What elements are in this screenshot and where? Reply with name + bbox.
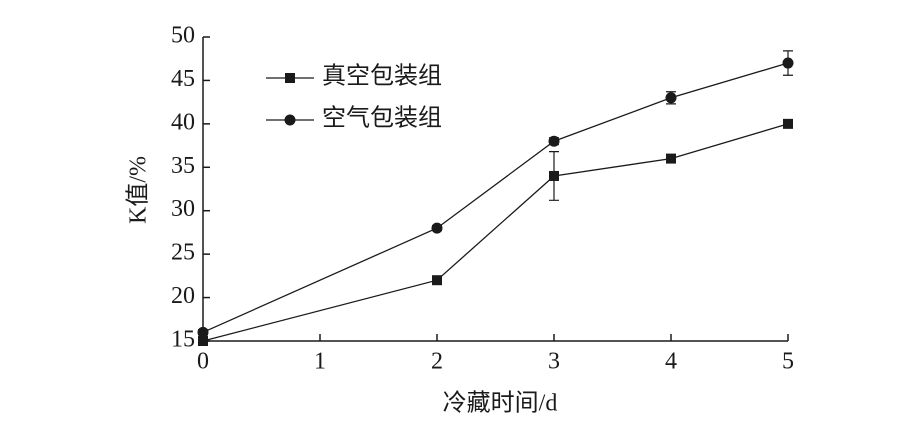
data-point: [432, 275, 442, 286]
x-tick-label: 3: [548, 349, 560, 375]
y-tick-label: 15: [171, 327, 195, 353]
series-line: [202, 123, 789, 342]
x-tick-label: 5: [782, 349, 794, 375]
data-point: [783, 118, 793, 129]
y-tick-label: 25: [171, 240, 195, 266]
data-point: [665, 92, 677, 104]
series-line: [202, 62, 789, 333]
data-point: [548, 135, 560, 147]
x-axis-label: 冷藏时间/d: [443, 390, 558, 417]
data-point: [782, 57, 794, 69]
data-point: [198, 336, 208, 346]
data-point: [197, 326, 209, 338]
y-tick-label: 30: [171, 196, 195, 222]
x-tick-label: 0: [197, 349, 209, 375]
y-tick-label: 45: [171, 66, 195, 92]
y-tick-label: 35: [171, 153, 195, 179]
legend-marker: [285, 73, 295, 83]
y-tick-label: 50: [171, 23, 195, 49]
legend-label: 真空包装组: [322, 63, 442, 90]
y-tick-label: 40: [171, 109, 195, 135]
data-point: [431, 222, 443, 234]
legend-marker: [284, 114, 296, 126]
y-tick-label: 20: [171, 283, 195, 309]
data-point: [666, 153, 676, 164]
legend-label: 空气包装组: [322, 105, 442, 132]
data-point: [549, 170, 559, 181]
x-tick-label: 2: [431, 349, 443, 375]
x-tick-label: 1: [314, 349, 326, 375]
x-tick-label: 4: [665, 349, 677, 375]
y-axis-label: K值/%: [125, 156, 152, 224]
